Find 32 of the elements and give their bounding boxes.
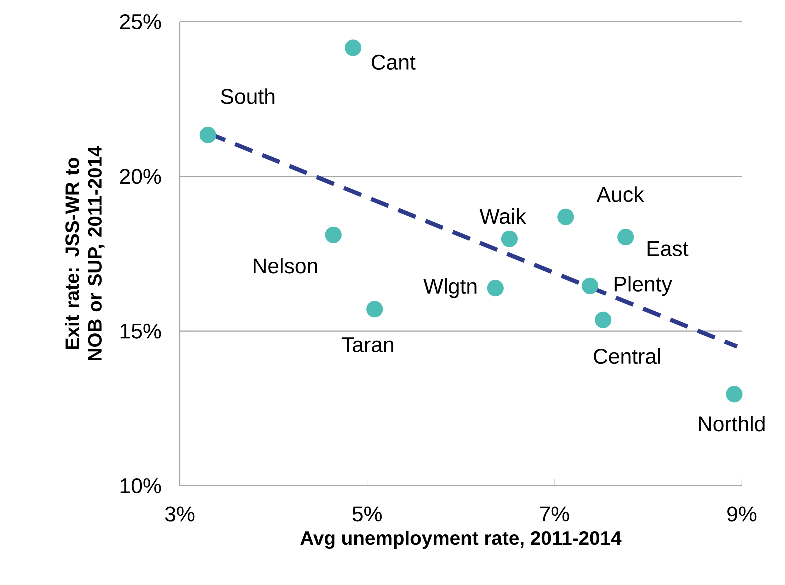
point <box>618 229 634 246</box>
annotation: Nelson <box>254 258 318 274</box>
x-axis-title: Avg unemployment rate, 2011-2014 <box>300 530 622 550</box>
point <box>200 126 216 144</box>
y-tick-label: 25% <box>120 14 162 30</box>
point <box>501 230 518 248</box>
annotation: Cant <box>372 54 416 70</box>
y-tick-label: 10% <box>120 478 162 494</box>
point <box>325 226 342 244</box>
x-tick-label: 5% <box>352 506 382 522</box>
annotation: Auck <box>596 186 644 202</box>
annotation: Plenty <box>614 276 672 296</box>
point <box>366 301 384 318</box>
x-tick-label: 3% <box>165 506 195 522</box>
point <box>595 312 612 328</box>
point <box>726 386 743 403</box>
x-tick-label: 9% <box>728 506 757 522</box>
annotation: Waik <box>480 208 526 224</box>
y-tick-label: 15% <box>120 324 162 339</box>
annotation: Northld <box>699 416 765 432</box>
point <box>558 208 574 226</box>
annotation: East <box>648 242 689 256</box>
y-tick-label: 20% <box>120 169 162 184</box>
point <box>487 280 504 297</box>
point <box>345 40 362 56</box>
annotation: Central <box>594 348 660 364</box>
annotation: South <box>221 88 275 104</box>
point <box>582 278 599 294</box>
y-axis-title: Exit rate: JSS-WR to NOB or SUP, 2011-2014 <box>65 146 105 361</box>
annotation: Taran <box>342 338 394 353</box>
x-tick-label: 7% <box>540 506 570 522</box>
annotation: Wlgtn <box>424 278 477 298</box>
